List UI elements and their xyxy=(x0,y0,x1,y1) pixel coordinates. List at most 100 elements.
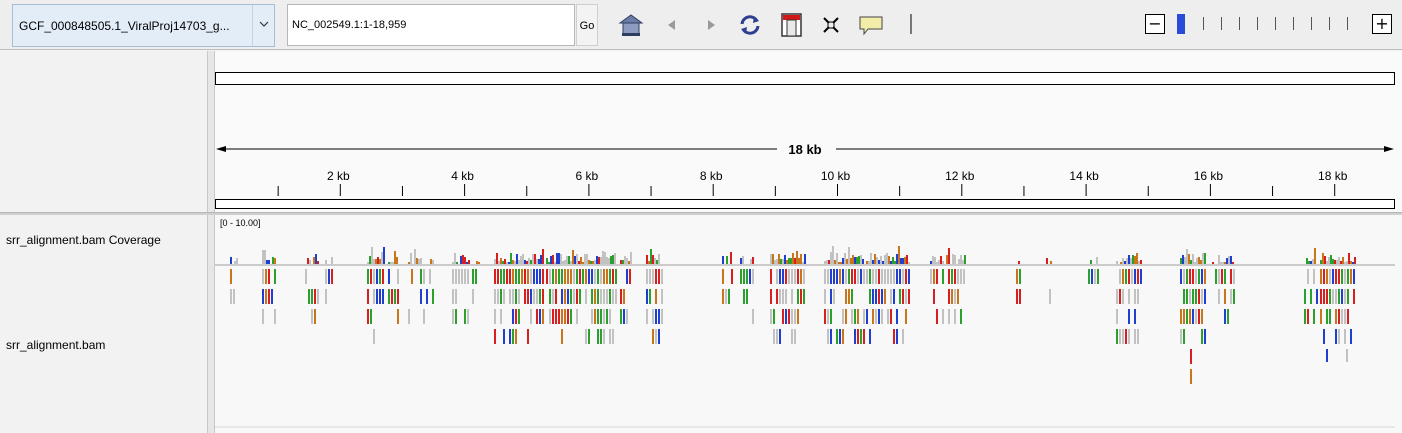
coverage-bar[interactable] xyxy=(586,254,588,264)
read-mismatch[interactable] xyxy=(1119,329,1121,344)
read-mismatch[interactable] xyxy=(797,309,799,324)
coverage-bar[interactable] xyxy=(1018,261,1020,264)
coverage-bar[interactable] xyxy=(832,246,834,264)
read-mismatch[interactable] xyxy=(609,329,611,344)
read-mismatch[interactable] xyxy=(848,289,850,304)
coverage-bar[interactable] xyxy=(1348,253,1350,264)
coverage-bar[interactable] xyxy=(414,249,416,264)
read-mismatch[interactable] xyxy=(875,309,877,324)
read-mismatch[interactable] xyxy=(588,329,590,344)
coverage-bar[interactable] xyxy=(1120,262,1122,264)
read-mismatch[interactable] xyxy=(615,289,617,304)
coverage-bar[interactable] xyxy=(1226,258,1228,264)
coverage-bar[interactable] xyxy=(268,260,270,264)
coverage-bar[interactable] xyxy=(410,253,412,264)
read-mismatch[interactable] xyxy=(411,269,413,284)
read-mismatch[interactable] xyxy=(740,269,742,284)
read-mismatch[interactable] xyxy=(785,309,787,324)
coverage-bar[interactable] xyxy=(740,258,742,264)
read-mismatch[interactable] xyxy=(1344,329,1346,344)
coverage-bar[interactable] xyxy=(774,260,776,264)
coverage-bar[interactable] xyxy=(834,260,836,264)
coverage-bar[interactable] xyxy=(504,259,506,264)
read-mismatch[interactable] xyxy=(860,269,862,284)
coverage-bar[interactable] xyxy=(1188,254,1190,264)
read-mismatch[interactable] xyxy=(391,289,393,304)
read-mismatch[interactable] xyxy=(779,289,781,304)
read-mismatch[interactable] xyxy=(1332,269,1334,284)
read-mismatch[interactable] xyxy=(331,269,333,284)
read-mismatch[interactable] xyxy=(1192,269,1194,284)
read-mismatch[interactable] xyxy=(512,289,514,304)
read-mismatch[interactable] xyxy=(585,269,587,284)
read-mismatch[interactable] xyxy=(609,289,611,304)
read-mismatch[interactable] xyxy=(800,269,802,284)
read-mismatch[interactable] xyxy=(600,269,602,284)
read-mismatch[interactable] xyxy=(878,289,880,304)
read-mismatch[interactable] xyxy=(1140,269,1142,284)
read-mismatch[interactable] xyxy=(908,269,910,284)
coverage-bar[interactable] xyxy=(570,261,572,264)
coverage-bar[interactable] xyxy=(580,257,582,264)
read-mismatch[interactable] xyxy=(1329,269,1331,284)
read-mismatch[interactable] xyxy=(1335,289,1337,304)
read-mismatch[interactable] xyxy=(494,329,496,344)
coverage-bar[interactable] xyxy=(780,259,782,264)
read-mismatch[interactable] xyxy=(1183,309,1185,324)
coverage-bar[interactable] xyxy=(772,254,774,264)
coverage-bar[interactable] xyxy=(826,260,828,264)
read-mismatch[interactable] xyxy=(893,289,895,304)
coverage-bar[interactable] xyxy=(520,256,522,264)
coverage-bar[interactable] xyxy=(804,254,806,264)
read-mismatch[interactable] xyxy=(1189,289,1191,304)
read-mismatch[interactable] xyxy=(746,269,748,284)
coverage-bar[interactable] xyxy=(466,262,468,264)
read-mismatch[interactable] xyxy=(600,289,602,304)
read-mismatch[interactable] xyxy=(658,329,660,344)
read-mismatch[interactable] xyxy=(954,309,956,324)
read-mismatch[interactable] xyxy=(782,289,784,304)
zoom-slider-thumb[interactable] xyxy=(1177,14,1185,34)
read-mismatch[interactable] xyxy=(230,269,232,284)
read-mismatch[interactable] xyxy=(464,269,466,284)
read-mismatch[interactable] xyxy=(536,289,538,304)
read-mismatch[interactable] xyxy=(268,289,270,304)
read-mismatch[interactable] xyxy=(1198,289,1200,304)
read-mismatch[interactable] xyxy=(1347,309,1349,324)
read-mismatch[interactable] xyxy=(655,329,657,344)
read-mismatch[interactable] xyxy=(265,289,267,304)
read-mismatch[interactable] xyxy=(1183,269,1185,284)
read-mismatch[interactable] xyxy=(503,269,505,284)
read-mismatch[interactable] xyxy=(1320,309,1322,324)
read-mismatch[interactable] xyxy=(472,269,474,284)
read-mismatch[interactable] xyxy=(794,329,796,344)
coverage-bar[interactable] xyxy=(266,260,268,264)
read-mismatch[interactable] xyxy=(1183,329,1185,344)
read-mismatch[interactable] xyxy=(863,309,865,324)
read-mismatch[interactable] xyxy=(420,269,422,284)
coverage-bar[interactable] xyxy=(792,253,794,264)
coverage-bar[interactable] xyxy=(596,256,598,264)
read-mismatch[interactable] xyxy=(791,309,793,324)
coverage-bar[interactable] xyxy=(890,261,892,264)
read-mismatch[interactable] xyxy=(536,309,538,324)
zoom-tick[interactable] xyxy=(1275,17,1276,30)
read-mismatch[interactable] xyxy=(1221,269,1223,284)
read-mismatch[interactable] xyxy=(530,269,532,284)
read-mismatch[interactable] xyxy=(854,329,856,344)
coverage-bar[interactable] xyxy=(1116,261,1118,264)
read-mismatch[interactable] xyxy=(555,289,557,304)
read-mismatch[interactable] xyxy=(1125,329,1127,344)
read-mismatch[interactable] xyxy=(887,269,889,284)
read-mismatch[interactable] xyxy=(936,269,938,284)
coverage-bar[interactable] xyxy=(742,256,744,264)
coverage-bar[interactable] xyxy=(236,258,238,264)
read-mismatch[interactable] xyxy=(1125,269,1127,284)
read-mismatch[interactable] xyxy=(1350,269,1352,284)
read-mismatch[interactable] xyxy=(905,269,907,284)
coverage-bar[interactable] xyxy=(896,254,898,264)
read-mismatch[interactable] xyxy=(464,309,466,324)
read-mismatch[interactable] xyxy=(1304,289,1306,304)
coverage-bar[interactable] xyxy=(874,254,876,264)
read-mismatch[interactable] xyxy=(1204,329,1206,344)
